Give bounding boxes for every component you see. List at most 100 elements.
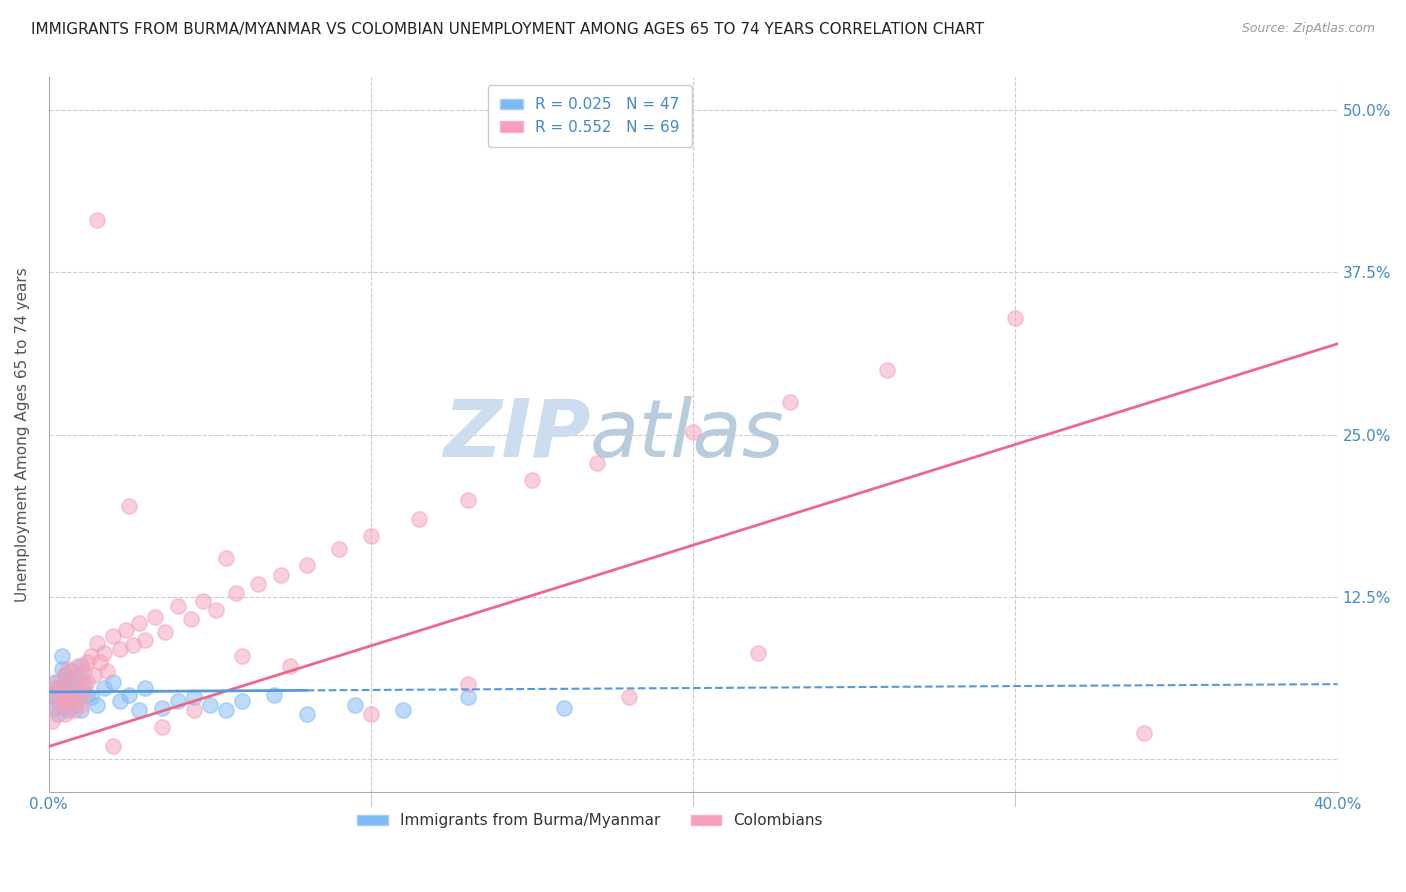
Point xyxy=(44,700,66,714)
Point xyxy=(215,703,238,717)
Point xyxy=(747,646,769,660)
Point xyxy=(115,623,138,637)
Point xyxy=(53,706,76,721)
Point xyxy=(280,659,302,673)
Point xyxy=(585,456,607,470)
Text: atlas: atlas xyxy=(591,396,785,474)
Point xyxy=(295,706,318,721)
Point xyxy=(360,706,382,721)
Point xyxy=(66,668,89,682)
Point xyxy=(70,703,93,717)
Point xyxy=(93,646,115,660)
Point xyxy=(263,688,285,702)
Point xyxy=(1133,726,1156,740)
Point xyxy=(53,674,76,689)
Point xyxy=(408,512,430,526)
Point xyxy=(76,688,98,702)
Point xyxy=(295,558,318,572)
Point xyxy=(83,668,105,682)
Y-axis label: Unemployment Among Ages 65 to 74 years: Unemployment Among Ages 65 to 74 years xyxy=(15,268,30,602)
Legend: Immigrants from Burma/Myanmar, Colombians: Immigrants from Burma/Myanmar, Colombian… xyxy=(352,807,830,834)
Point xyxy=(86,213,108,227)
Point xyxy=(128,616,150,631)
Point xyxy=(70,659,93,673)
Point xyxy=(56,694,79,708)
Point xyxy=(231,648,253,663)
Point xyxy=(53,694,76,708)
Point xyxy=(128,703,150,717)
Point xyxy=(63,681,86,695)
Point xyxy=(143,609,166,624)
Point xyxy=(66,690,89,705)
Point xyxy=(70,698,93,712)
Point xyxy=(617,690,640,705)
Point xyxy=(79,648,101,663)
Point xyxy=(63,703,86,717)
Point xyxy=(66,688,89,702)
Point xyxy=(44,700,66,714)
Point xyxy=(60,674,83,689)
Point xyxy=(103,674,125,689)
Point xyxy=(48,694,70,708)
Point xyxy=(779,395,801,409)
Point xyxy=(66,659,89,673)
Point xyxy=(76,674,98,689)
Point xyxy=(48,706,70,721)
Point xyxy=(53,668,76,682)
Point xyxy=(150,720,173,734)
Point xyxy=(96,664,118,678)
Point xyxy=(215,551,238,566)
Text: IMMIGRANTS FROM BURMA/MYANMAR VS COLOMBIAN UNEMPLOYMENT AMONG AGES 65 TO 74 YEAR: IMMIGRANTS FROM BURMA/MYANMAR VS COLOMBI… xyxy=(31,22,984,37)
Point xyxy=(41,714,63,728)
Point xyxy=(1004,310,1026,325)
Point xyxy=(70,677,93,691)
Point xyxy=(93,681,115,695)
Point xyxy=(457,690,479,705)
Point xyxy=(63,698,86,712)
Point xyxy=(73,685,96,699)
Point xyxy=(60,690,83,705)
Point xyxy=(876,363,898,377)
Point xyxy=(48,681,70,695)
Point xyxy=(343,698,366,712)
Point xyxy=(51,661,73,675)
Point xyxy=(44,681,66,695)
Point xyxy=(198,698,221,712)
Point xyxy=(150,700,173,714)
Point xyxy=(44,674,66,689)
Point xyxy=(108,642,131,657)
Point xyxy=(53,700,76,714)
Point xyxy=(153,625,176,640)
Point xyxy=(205,603,228,617)
Point xyxy=(108,694,131,708)
Point xyxy=(183,703,205,717)
Text: Source: ZipAtlas.com: Source: ZipAtlas.com xyxy=(1241,22,1375,36)
Point xyxy=(86,635,108,649)
Point xyxy=(134,681,156,695)
Point xyxy=(48,690,70,705)
Point xyxy=(73,677,96,691)
Point xyxy=(56,681,79,695)
Point xyxy=(86,698,108,712)
Point xyxy=(89,655,111,669)
Point xyxy=(51,685,73,699)
Point xyxy=(392,703,415,717)
Point xyxy=(457,492,479,507)
Point xyxy=(225,586,247,600)
Point xyxy=(56,688,79,702)
Point xyxy=(270,568,292,582)
Point xyxy=(247,577,270,591)
Point xyxy=(360,529,382,543)
Point xyxy=(166,694,188,708)
Text: ZIP: ZIP xyxy=(443,396,591,474)
Point xyxy=(193,594,215,608)
Point xyxy=(180,612,202,626)
Point xyxy=(76,655,98,669)
Point xyxy=(63,672,86,686)
Point xyxy=(60,694,83,708)
Point xyxy=(457,677,479,691)
Point xyxy=(56,661,79,675)
Point xyxy=(682,425,704,439)
Point xyxy=(53,688,76,702)
Point xyxy=(103,739,125,754)
